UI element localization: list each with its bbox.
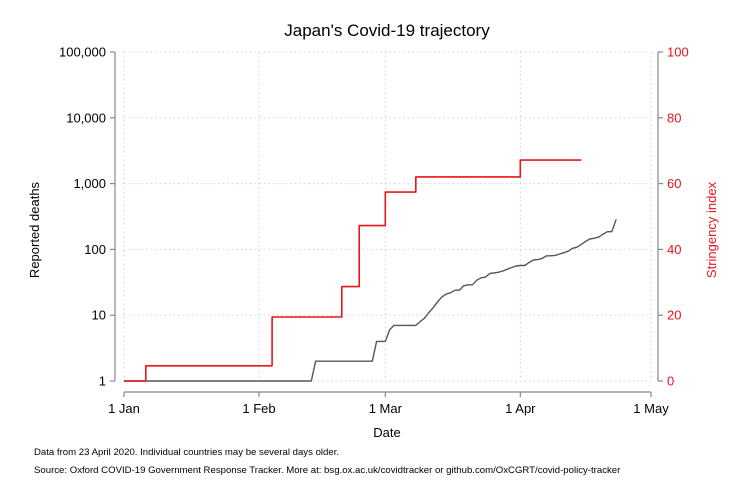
x-tick-label: 1 Mar — [369, 401, 403, 416]
y2-tick-label: 20 — [667, 308, 681, 323]
y2-tick-label: 80 — [667, 110, 681, 125]
series-layer — [124, 159, 617, 382]
data-note: Data from 23 April 2020. Individual coun… — [34, 447, 340, 458]
stringency-line — [124, 159, 582, 382]
y2-tick-label: 60 — [667, 176, 681, 191]
deaths-line — [124, 219, 617, 382]
grid — [123, 51, 652, 382]
y-tick-label: 1,000 — [73, 176, 106, 191]
x-tick-label: 1 Jan — [108, 401, 140, 416]
y2-tick-label: 0 — [667, 374, 674, 389]
chart-title: Japan's Covid-19 trajectory — [284, 21, 490, 40]
y2-tick-label: 40 — [667, 242, 681, 257]
y-tick-label: 100 — [84, 242, 106, 257]
x-axis-label: Date — [373, 425, 400, 440]
y2-tick-label: 100 — [667, 45, 689, 60]
x-tick-label: 1 Apr — [505, 401, 536, 416]
y-axis-label: Reported deaths — [27, 181, 42, 278]
y-tick-label: 100,000 — [59, 45, 106, 60]
x-tick-label: 1 May — [633, 401, 669, 416]
y-tick-label: 10 — [92, 308, 106, 323]
axes: 1 10 100 1,000 10,000 100,000 0 20 40 60 80 100 1 Ja… — [59, 45, 689, 417]
y2-axis-label: Stringency index — [704, 181, 719, 278]
source-note: Source: Oxford COVID-19 Government Respo… — [34, 465, 621, 476]
x-tick-label: 1 Feb — [242, 401, 275, 416]
y-tick-label: 1 — [99, 374, 106, 389]
y-tick-label: 10,000 — [66, 110, 106, 125]
